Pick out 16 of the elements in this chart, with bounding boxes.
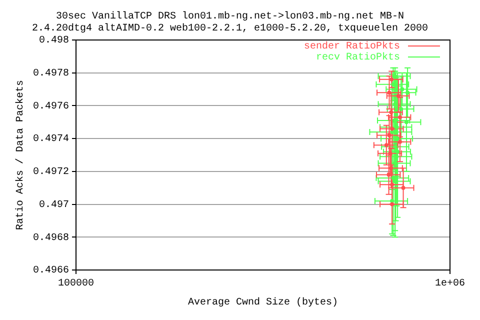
x-tick-label: 1e+06 — [434, 278, 466, 290]
y-tick-label: 0.498 — [38, 36, 70, 47]
y-tick-label: 0.4966 — [32, 266, 70, 277]
x-tick-label: 100000 — [58, 278, 94, 290]
legend-label: recv RatioPkts — [316, 52, 400, 64]
x-axis-title: Average Cwnd Size (bytes) — [188, 296, 338, 309]
y-tick-label: 0.4974 — [32, 134, 70, 146]
y-tick-label: 0.4976 — [32, 101, 70, 112]
y-tick-label: 0.4972 — [32, 167, 70, 178]
text: 30sec VanillaTCP DRS lon01.mb-ng.net->lon03.mb-ng.net MB-N — [56, 12, 404, 23]
y-tick-label: 0.497 — [38, 200, 70, 211]
y-tick-label: 0.4968 — [32, 232, 70, 244]
text: 2.4.20dtg4 altAIMD-0.2 web100-2.2.1, e1000-5.2.20, txqueuelen 2000 — [32, 24, 428, 35]
y-tick-label: 0.4978 — [32, 68, 70, 80]
legend-label: sender RatioPkts — [304, 40, 400, 53]
y-axis-title: Ratio Acks / Data Packets — [14, 80, 27, 230]
